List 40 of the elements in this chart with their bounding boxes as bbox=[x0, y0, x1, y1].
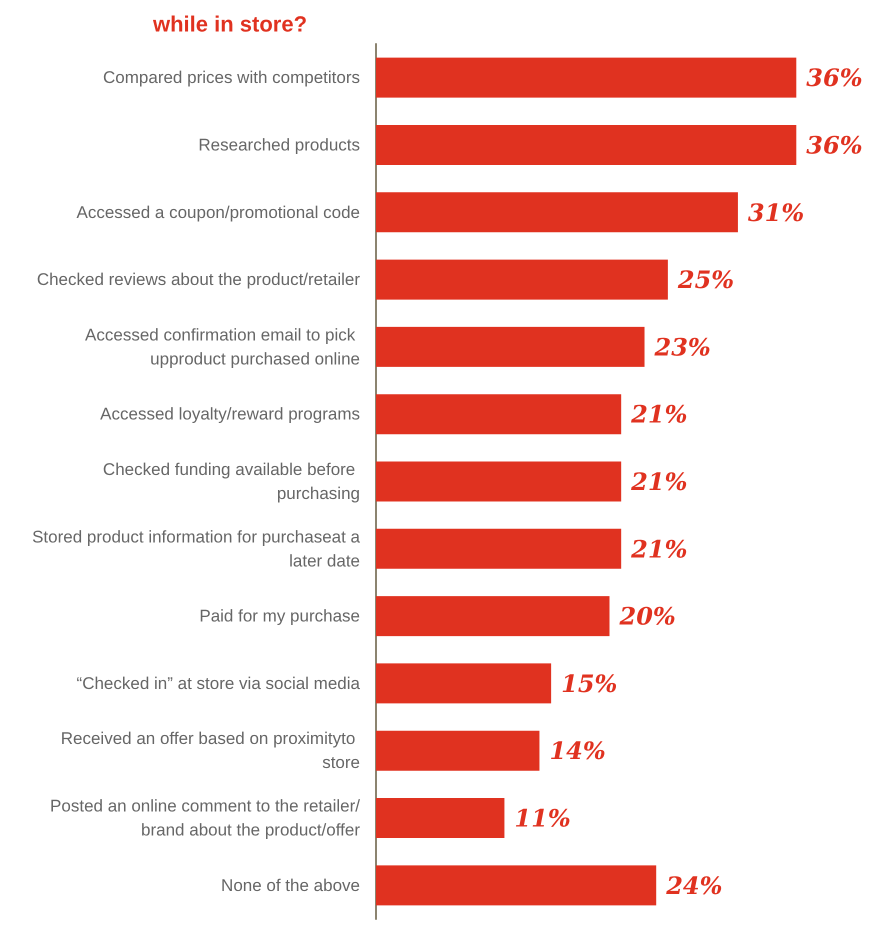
bar bbox=[376, 192, 738, 232]
y-tick-label: Researched products bbox=[198, 135, 360, 154]
data-label: 21% bbox=[630, 467, 688, 496]
bar bbox=[376, 260, 668, 300]
y-tick-label: Checked reviews about the product/retailer bbox=[36, 270, 360, 290]
data-label: 36% bbox=[806, 63, 863, 92]
data-label: 25% bbox=[676, 265, 734, 294]
y-tick-label: “Checked in” at store via social media bbox=[76, 674, 361, 693]
y-tick-label: Posted an online comment to the retailer/brand about the product/offer bbox=[50, 796, 360, 840]
bar bbox=[376, 798, 504, 838]
y-tick-label: Accessed confirmation email to pick upproduct purchased online bbox=[85, 325, 360, 368]
bar bbox=[376, 730, 540, 771]
bar bbox=[376, 58, 796, 98]
y-tick-label: Accessed loyalty/reward programs bbox=[100, 404, 360, 424]
y-tick-label: Accessed a coupon/promotional code bbox=[76, 202, 360, 222]
y-tick-label: Received an offer based on proximityto store bbox=[60, 729, 360, 772]
bar bbox=[376, 528, 622, 569]
bar bbox=[376, 596, 610, 636]
data-label: 24% bbox=[665, 870, 722, 900]
data-label: 15% bbox=[561, 668, 618, 698]
data-label: 11% bbox=[514, 804, 571, 833]
data-label: 21% bbox=[630, 534, 688, 564]
data-label: 20% bbox=[618, 602, 676, 631]
bar bbox=[376, 663, 552, 704]
y-tick-label: Compared prices with competitors bbox=[103, 68, 360, 88]
bar bbox=[376, 124, 796, 165]
chart-title: while in store? bbox=[152, 12, 308, 36]
bar bbox=[376, 462, 622, 502]
data-label: 36% bbox=[806, 130, 863, 160]
bar bbox=[376, 394, 622, 434]
data-label: 23% bbox=[654, 332, 711, 362]
data-label: 14% bbox=[549, 736, 606, 766]
bar bbox=[376, 326, 645, 367]
y-tick-label: Stored product information for purchaseat a later date bbox=[32, 527, 361, 570]
y-tick-label: Paid for my purchase bbox=[199, 606, 360, 626]
data-label: 31% bbox=[748, 198, 804, 227]
y-tick-label: None of the above bbox=[221, 876, 360, 895]
y-tick-label: Checked funding available before purchasing bbox=[102, 460, 360, 503]
bar bbox=[376, 865, 656, 906]
data-label: 21% bbox=[630, 400, 688, 429]
